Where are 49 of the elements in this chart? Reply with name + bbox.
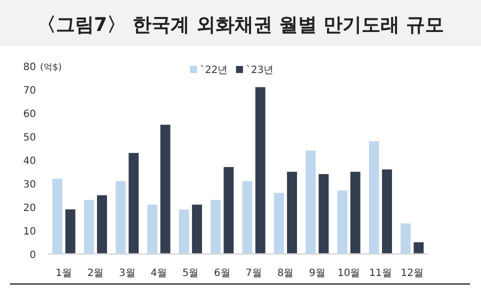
y-tick-label: 50 <box>23 132 36 144</box>
x-tick-label: 10월 <box>337 268 360 279</box>
bar <box>382 169 392 254</box>
bar <box>306 150 316 254</box>
chart-title: 〈그림7〉 한국계 외화채권 월별 만기도래 규모 <box>36 14 444 36</box>
bar <box>400 223 411 254</box>
y-tick-label: 80 <box>23 62 36 73</box>
bar <box>116 181 126 254</box>
x-tick-label: 7월 <box>246 268 262 279</box>
bar <box>52 178 62 254</box>
y-tick-label: 10 <box>23 226 36 238</box>
y-tick-label: 70 <box>23 86 36 96</box>
bar <box>255 87 266 254</box>
bar <box>128 152 139 254</box>
x-tick-label: 4월 <box>150 268 168 279</box>
x-tick-label: 3월 <box>118 268 136 279</box>
x-tick-label: 1월 <box>56 268 72 279</box>
y-tick-label: 0 <box>30 250 36 261</box>
bar <box>224 167 234 254</box>
bar <box>160 124 170 254</box>
legend-label: `22년 <box>200 65 228 76</box>
bar <box>287 172 297 254</box>
bar <box>192 204 202 254</box>
bar <box>242 181 252 254</box>
y-tick-label: 60 <box>23 109 36 120</box>
x-tick-label: 11월 <box>369 268 392 279</box>
x-tick-label: 6월 <box>214 268 230 279</box>
bar <box>147 204 158 254</box>
x-tick-label: 12월 <box>400 268 424 279</box>
bar <box>337 190 348 254</box>
x-tick-label: 5월 <box>182 268 199 279</box>
bar <box>414 242 424 254</box>
x-tick-label: 8월 <box>277 268 294 279</box>
bar <box>179 209 189 254</box>
bar <box>318 174 329 254</box>
bar <box>84 200 94 254</box>
y-axis-title: (억$) <box>40 63 62 73</box>
bar <box>369 141 379 254</box>
bar <box>97 195 107 254</box>
y-tick-label: 20 <box>23 203 36 214</box>
bar <box>210 200 221 254</box>
x-tick-label: 2월 <box>87 268 104 279</box>
x-tick-label: 9월 <box>308 268 326 279</box>
y-tick-label: 30 <box>23 180 36 190</box>
bar <box>65 209 76 254</box>
y-tick-label: 40 <box>23 156 36 167</box>
bar <box>350 172 360 254</box>
legend-label: `23년 <box>246 65 274 76</box>
bar <box>274 192 284 254</box>
